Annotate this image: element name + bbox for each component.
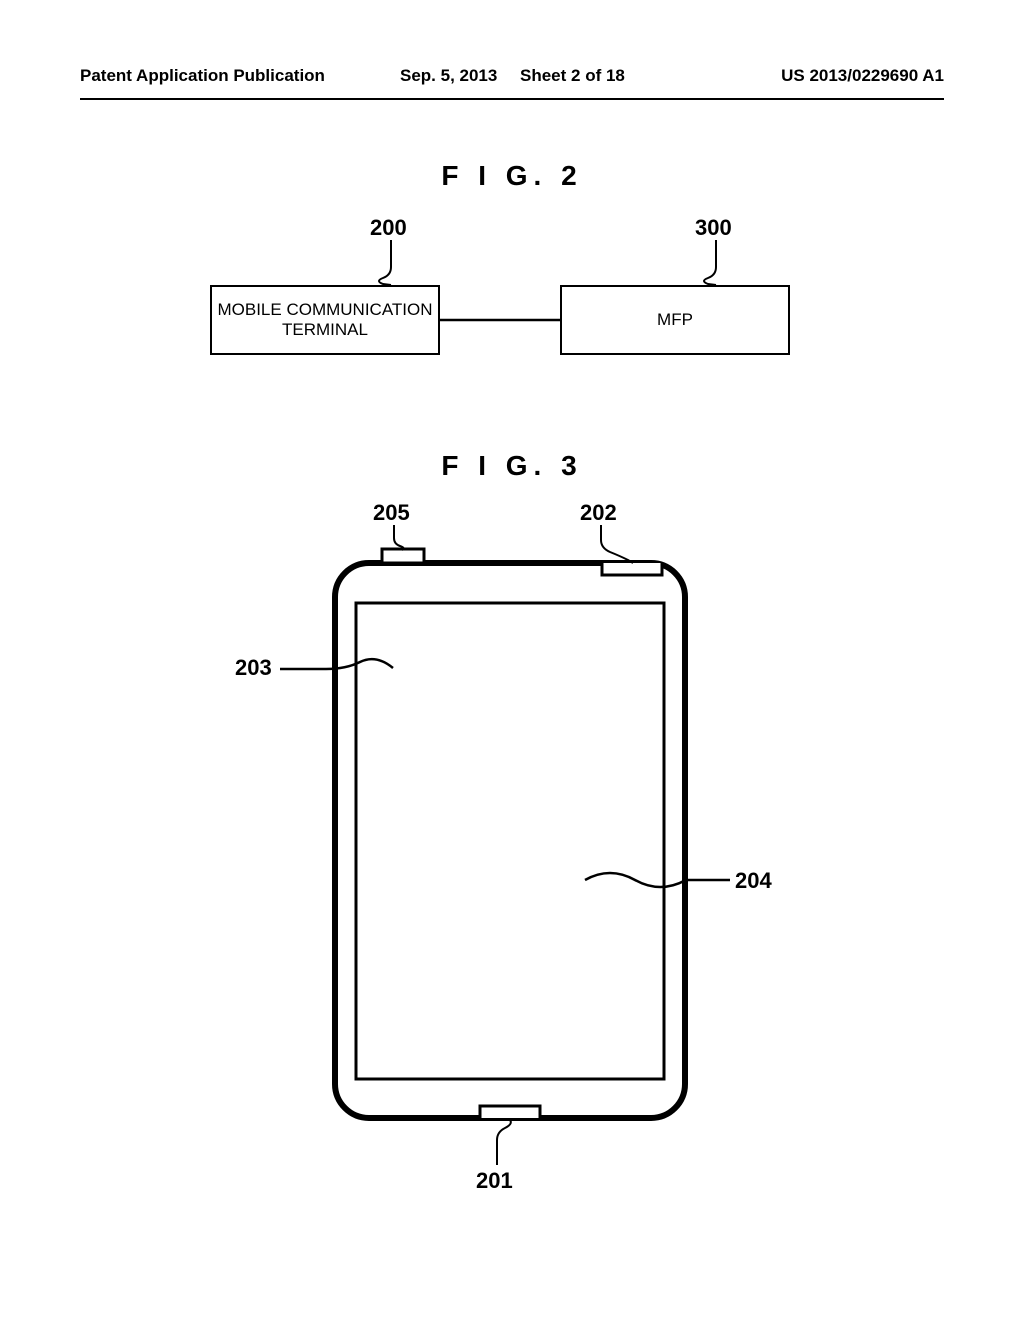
fig2-ref-200: 200 — [370, 215, 407, 241]
fig3-bottom-button — [480, 1106, 540, 1118]
fig2-leader-200 — [379, 240, 391, 285]
fig3-device-body — [335, 563, 685, 1118]
header-sheet: Sheet 2 of 18 — [520, 66, 625, 86]
page: Patent Application Publication Sep. 5, 2… — [80, 60, 944, 1260]
fig2-ref-300: 300 — [695, 215, 732, 241]
fig3-ref-205: 205 — [373, 500, 410, 526]
fig3-screen — [356, 603, 664, 1079]
fig3-leader-203 — [280, 659, 393, 669]
header-pub-type: Patent Application Publication — [80, 66, 325, 86]
header-date: Sep. 5, 2013 — [400, 66, 497, 86]
fig3-ref-201: 201 — [476, 1168, 513, 1194]
fig3-ref-202: 202 — [580, 500, 617, 526]
page-header: Patent Application Publication Sep. 5, 2… — [80, 60, 944, 100]
fig2-box-mfp: MFP — [560, 285, 790, 355]
fig2-box-mfp-label: MFP — [657, 310, 693, 330]
fig2-leader-300 — [704, 240, 716, 285]
fig3-leader-201 — [497, 1120, 511, 1165]
diagram-svg — [80, 60, 944, 1260]
fig3-ref-203: 203 — [235, 655, 272, 681]
fig2-box-mobile: MOBILE COMMUNICATION TERMINAL — [210, 285, 440, 355]
fig3-title: F I G. 3 — [80, 450, 944, 482]
fig2-box-mobile-label: MOBILE COMMUNICATION TERMINAL — [217, 300, 432, 341]
fig3-leader-202 — [601, 525, 633, 563]
fig2-title: F I G. 2 — [80, 160, 944, 192]
fig3-leader-205 — [394, 525, 404, 550]
fig3-top-right-notch — [602, 563, 662, 575]
header-pub-number: US 2013/0229690 A1 — [781, 66, 944, 86]
fig3-ref-204: 204 — [735, 868, 772, 894]
fig3-top-left-button — [382, 549, 424, 563]
fig3-leader-204 — [585, 873, 730, 887]
